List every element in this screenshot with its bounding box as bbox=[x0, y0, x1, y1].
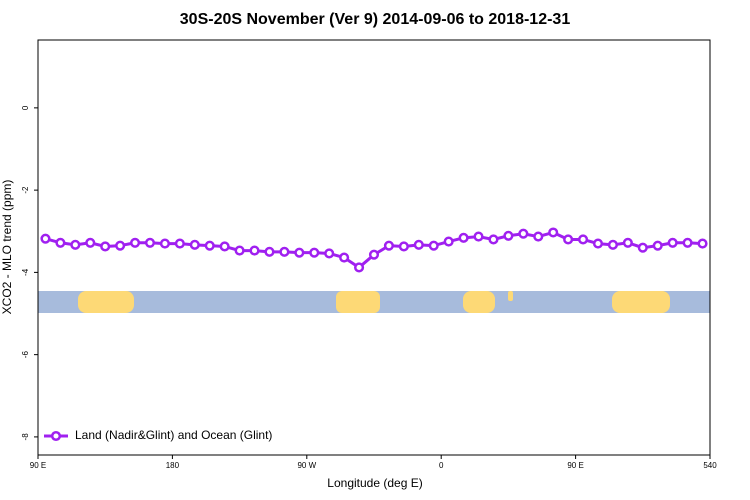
y-tick-label: -8 bbox=[21, 433, 30, 441]
data-point bbox=[339, 252, 350, 263]
data-point bbox=[85, 237, 96, 248]
data-point bbox=[100, 241, 111, 252]
data-point bbox=[652, 240, 663, 251]
data-point bbox=[398, 241, 409, 252]
y-tick-label: -6 bbox=[21, 351, 30, 359]
data-point bbox=[189, 239, 200, 250]
x-tick-label: 90 E bbox=[567, 461, 583, 470]
data-point bbox=[294, 247, 305, 258]
data-point bbox=[607, 239, 618, 250]
data-point bbox=[428, 240, 439, 251]
data-point bbox=[368, 249, 380, 260]
data-point bbox=[563, 234, 574, 245]
x-tick-label: 180 bbox=[166, 461, 180, 470]
data-point bbox=[324, 248, 335, 259]
data-point bbox=[115, 240, 126, 251]
data-point bbox=[533, 231, 544, 242]
data-point bbox=[234, 245, 245, 256]
x-axis-label: Longitude (deg E) bbox=[327, 476, 422, 490]
data-point bbox=[144, 237, 156, 248]
data-point bbox=[622, 237, 633, 248]
data-point bbox=[55, 237, 66, 248]
data-point bbox=[667, 237, 678, 248]
legend-label: Land (Nadir&Glint) and Ocean (Glint) bbox=[75, 428, 272, 442]
data-point bbox=[413, 239, 424, 250]
map-strip bbox=[38, 291, 710, 313]
data-point bbox=[219, 241, 230, 252]
y-tick-label: -4 bbox=[21, 268, 30, 276]
plot-frame bbox=[37, 39, 711, 456]
data-point bbox=[159, 238, 170, 249]
data-point bbox=[548, 227, 559, 238]
data-point bbox=[309, 247, 320, 258]
data-point bbox=[174, 238, 185, 249]
data-point bbox=[70, 239, 81, 250]
chart-title: 30S-20S November (Ver 9) 2014-09-06 to 2… bbox=[180, 11, 571, 28]
legend: Land (Nadir&Glint) and Ocean (Glint) bbox=[44, 428, 272, 442]
data-point bbox=[279, 246, 290, 257]
data-point bbox=[443, 236, 454, 247]
data-point bbox=[637, 242, 648, 253]
data-point bbox=[204, 240, 215, 251]
y-tick-label: 0 bbox=[21, 105, 30, 110]
data-point bbox=[592, 238, 604, 249]
data-point bbox=[458, 232, 469, 243]
x-tick-label: 90 W bbox=[297, 461, 316, 470]
y-axis-label: XCO2 - MLO trend (ppm) bbox=[0, 180, 14, 315]
x-tick-label: 90 E bbox=[30, 461, 46, 470]
data-point bbox=[130, 237, 141, 248]
data-point bbox=[503, 230, 514, 241]
data-point bbox=[249, 245, 260, 256]
data-point bbox=[697, 238, 708, 249]
data-point bbox=[473, 231, 484, 242]
legend-marker bbox=[50, 430, 62, 442]
data-point bbox=[264, 246, 275, 257]
data-point bbox=[488, 234, 499, 245]
data-point bbox=[383, 240, 394, 251]
y-tick-label: -2 bbox=[21, 186, 30, 194]
data-point bbox=[40, 233, 51, 244]
x-tick-label: 540 bbox=[703, 461, 717, 470]
data-point bbox=[518, 228, 529, 239]
data-point bbox=[682, 237, 693, 248]
data-point bbox=[578, 234, 589, 245]
x-tick-label: 0 bbox=[439, 461, 444, 470]
data-point bbox=[354, 262, 365, 273]
